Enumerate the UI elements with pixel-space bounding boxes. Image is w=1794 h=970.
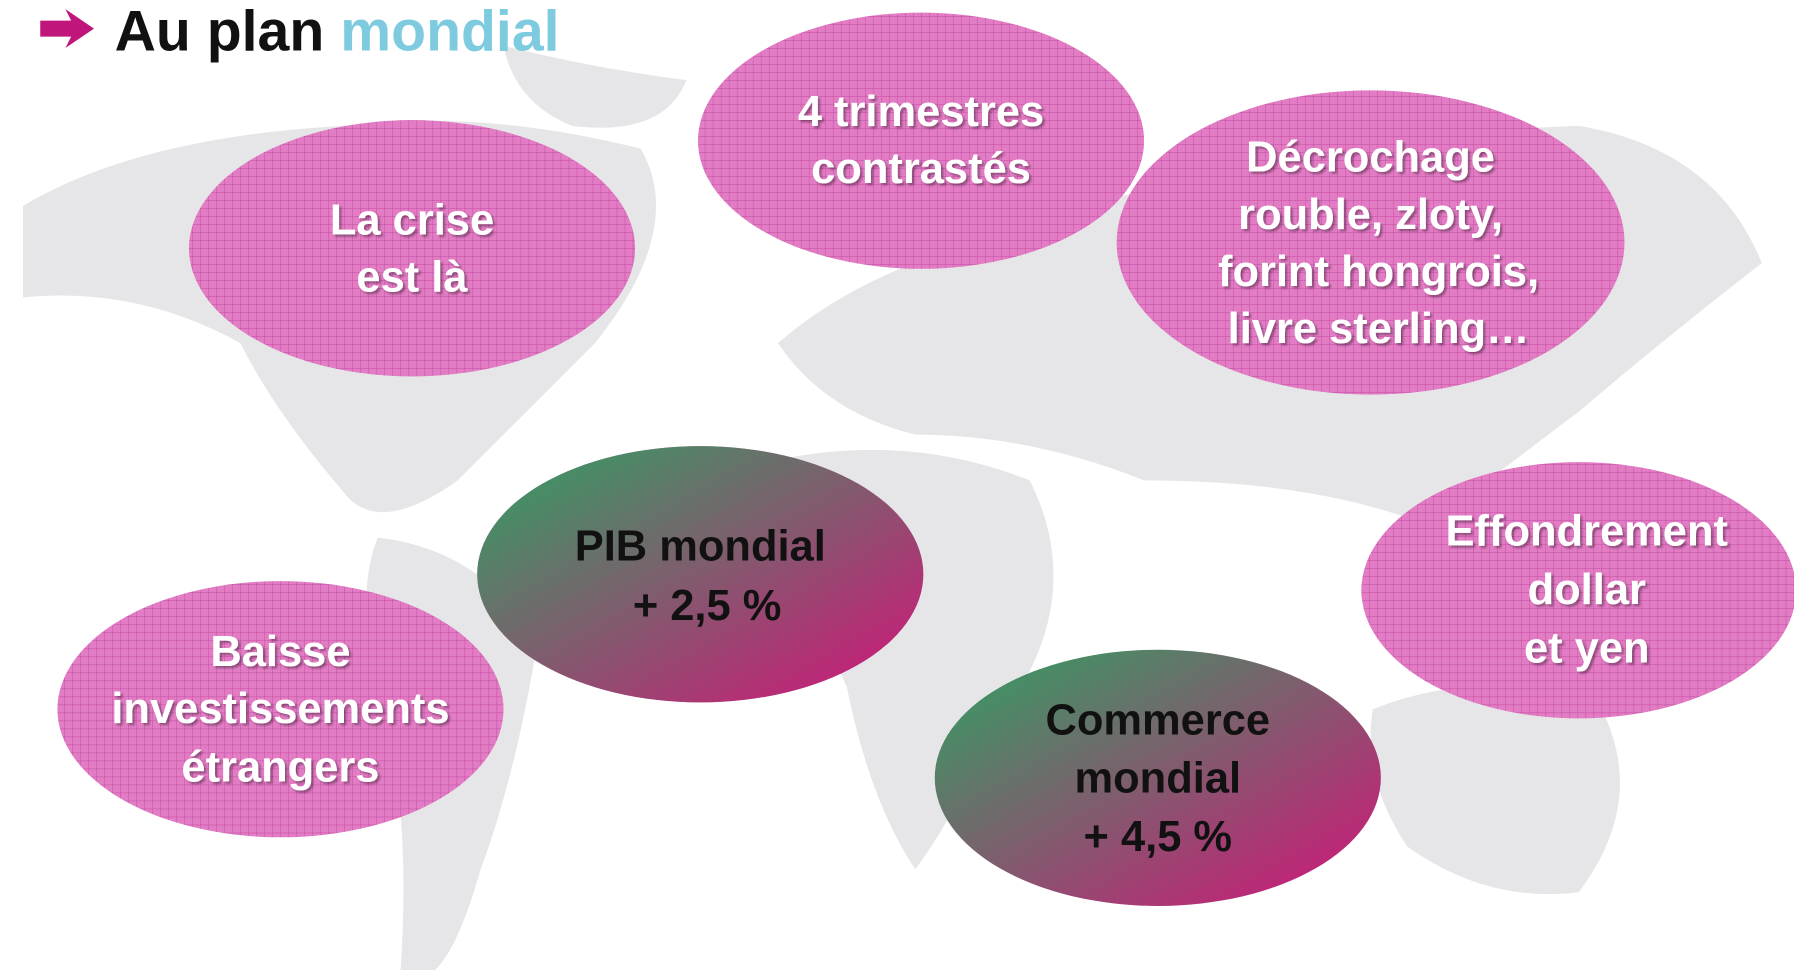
bubble-text: Baisse (210, 628, 350, 676)
bubble: La crise est là (188, 120, 636, 377)
bubble-text: La crise (330, 197, 494, 245)
title: Au plan mondial (115, 0, 560, 63)
bubble-text: Effondrement (1446, 508, 1728, 556)
bubble-text: PIB mondial (575, 523, 826, 571)
bubble: PIB mondial + 2,5 % (477, 446, 924, 703)
bubble: 4 trimestres contrastés (697, 12, 1145, 269)
bubble: Baisse investissements étrangers (57, 581, 504, 838)
bubble-text: investissements (111, 685, 449, 733)
bubble-text: contrastés (811, 145, 1031, 193)
bubble-text: 4 trimestres (798, 88, 1044, 136)
bubble-text: Commerce (1045, 696, 1270, 744)
bubble-text: est là (356, 254, 468, 302)
bubble-text: + 2,5 % (633, 582, 782, 630)
bubble-text: étrangers (181, 743, 379, 791)
bubble-text: rouble, zloty, (1238, 191, 1503, 239)
bubble-text: mondial (1075, 755, 1242, 803)
bubble: Commerce mondial + 4,5 % (934, 649, 1381, 906)
title-lead: Au plan (115, 0, 325, 63)
bubble-text: et yen (1524, 624, 1650, 672)
bubble-text: Décrochage (1246, 134, 1495, 182)
bubble-text: livre sterling… (1228, 305, 1530, 353)
bubble-text: dollar (1528, 566, 1646, 614)
bubble: Effondrement dollar et yen (1361, 462, 1794, 719)
title-arrow (40, 9, 95, 49)
title-accent: mondial (340, 0, 559, 63)
bubble-text: + 4,5 % (1084, 813, 1233, 861)
bubble-text: forint hongrois, (1218, 248, 1539, 296)
bubble: Décrochage rouble, zloty, forint hongroi… (1116, 90, 1625, 395)
